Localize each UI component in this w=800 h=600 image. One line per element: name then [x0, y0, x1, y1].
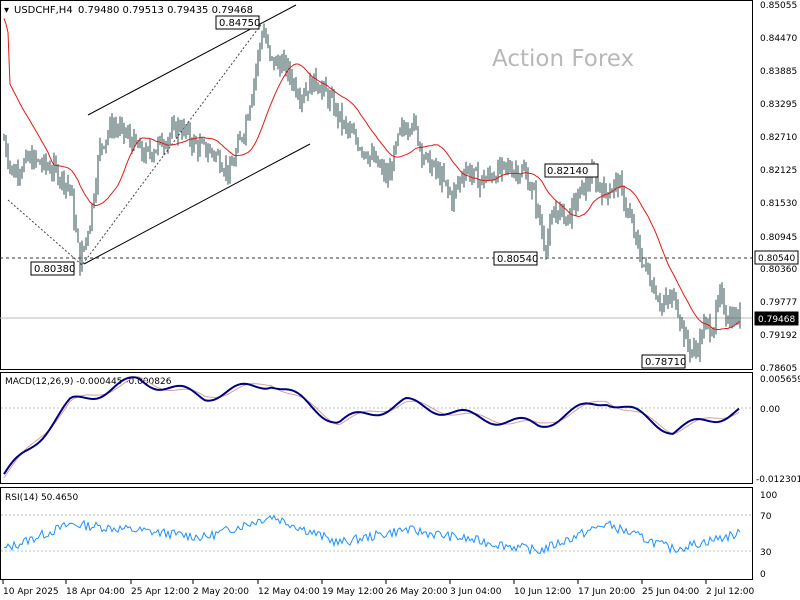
time-tick: 10 Apr 2025	[3, 587, 59, 597]
trend-channel[interactable]	[83, 4, 311, 265]
price-tick: 0.82125	[760, 166, 797, 176]
price-tick: 0.81530	[760, 199, 797, 209]
rsi-tick: 100	[760, 491, 777, 501]
current-price-tag: 0.79468	[754, 311, 799, 326]
annotation-label: 0.78710	[645, 357, 686, 368]
macd-tick: 0.005659	[760, 375, 800, 385]
level-tag-080540: 0.80540	[754, 250, 799, 265]
price-tick: 0.78605	[760, 364, 797, 374]
annotation-label: 0.84750	[219, 18, 260, 29]
annotation-low-2: 0.78710	[641, 354, 686, 369]
time-tick: 2 May 20:00	[193, 587, 249, 597]
rsi-tick: 30	[760, 548, 772, 558]
price-axis: 0.85055 0.84470 0.83885 0.83295 0.82710 …	[760, 1, 797, 374]
zigzag-dashed	[7, 21, 264, 266]
time-tick: 26 May 20:00	[386, 587, 448, 597]
pane-frames	[0, 0, 753, 580]
rsi-axis: 100 70 30 0	[760, 491, 777, 580]
price-tick: 0.83295	[760, 100, 797, 110]
macd-pane-frame	[0, 372, 753, 484]
annotation-high-1: 0.84750	[215, 15, 260, 30]
current-price-text: 0.79468	[758, 315, 795, 325]
time-tick: 3 Jun 04:00	[450, 587, 502, 597]
price-tick: 0.79777	[760, 298, 797, 308]
price-tick: 0.82710	[760, 133, 797, 143]
time-tick: 18 Apr 04:00	[66, 587, 125, 597]
time-tick: 19 May 12:00	[322, 587, 384, 597]
macd-main-line	[3, 376, 740, 475]
symbol-label: USDCHF,H4	[14, 5, 73, 16]
time-tick: 17 Jun 20:00	[578, 587, 635, 597]
macd-axis: 0.005659 0.00 -0.012301	[756, 375, 800, 485]
annotation-label: 0.80540	[497, 254, 538, 265]
macd-tick: 0.00	[760, 405, 780, 415]
rsi-tick: 0	[760, 570, 766, 580]
price-tick: 0.79192	[760, 331, 797, 341]
rsi-line	[3, 514, 741, 555]
rsi-pane-frame	[0, 487, 753, 580]
rsi-tick: 70	[760, 512, 772, 522]
time-axis: 10 Apr 2025 18 Apr 04:00 25 Apr 12:00 2 May…	[2, 580, 755, 597]
annotation-label: 0.80380	[34, 264, 75, 275]
moving-average-line	[3, 18, 741, 331]
annotation-label: 0.82140	[547, 166, 588, 177]
price-tick: 0.84470	[760, 34, 797, 44]
time-tick: 10 Jun 12:00	[514, 587, 571, 597]
time-tick: 12 May 04:00	[258, 587, 320, 597]
price-bars	[3, 23, 741, 363]
price-pane-frame	[0, 0, 753, 370]
time-tick: 25 Apr 12:00	[131, 587, 190, 597]
channel-lower-line[interactable]	[83, 143, 311, 265]
price-tick: 0.83885	[760, 67, 797, 77]
annotation-pivot-1: 0.80540	[493, 251, 538, 266]
channel-upper-line[interactable]	[87, 4, 297, 116]
annotation-low-1: 0.80380	[30, 261, 75, 276]
ohlc-values: 0.79480 0.79513 0.79435 0.79468	[78, 5, 253, 16]
annotation-high-2: 0.82140	[544, 163, 599, 178]
chart-menu-icon[interactable]: ▾	[4, 5, 9, 16]
time-tick: 25 Jun 04:00	[642, 587, 699, 597]
level-tag-text: 0.80540	[758, 254, 795, 264]
zigzag-lines	[7, 21, 264, 266]
rsi-label: RSI(14) 50.4650	[5, 493, 78, 503]
price-tick: 0.85055	[760, 1, 797, 11]
macd-tick: -0.012301	[756, 475, 800, 485]
price-tick: 0.80945	[760, 233, 797, 243]
time-tick: 2 Jul 12:00	[706, 587, 755, 597]
price-tick: 0.80360	[760, 265, 797, 275]
watermark-text: Action Forex	[492, 46, 634, 72]
macd-label: MACD(12,26,9) -0.000445 -0.000826	[5, 377, 172, 387]
